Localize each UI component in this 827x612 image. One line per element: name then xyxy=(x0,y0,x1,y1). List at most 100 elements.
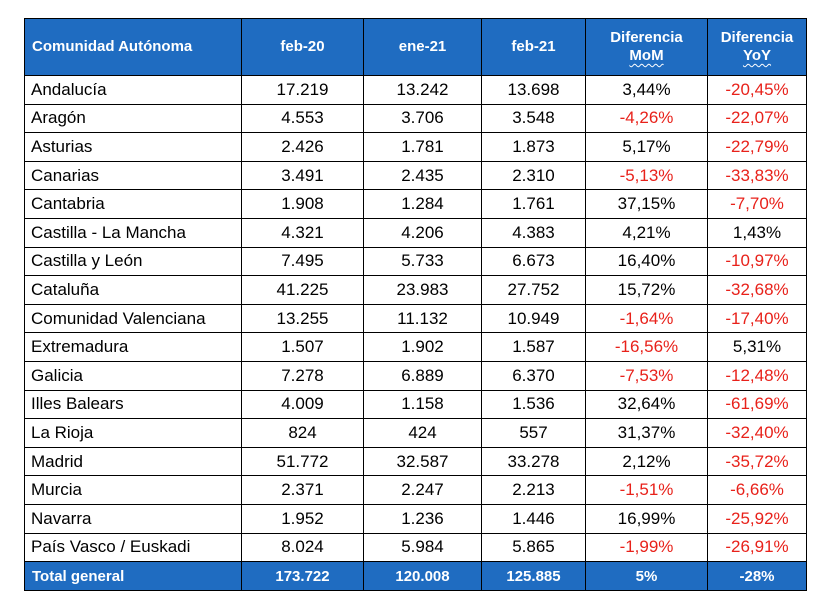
cell-feb20: 4.009 xyxy=(241,389,364,420)
cell-region: Castilla y León xyxy=(24,246,242,277)
table-row: Cataluña 41.225 23.983 27.752 15,72% -32,68% xyxy=(24,275,807,305)
cell-mom: -16,56% xyxy=(585,332,708,362)
cell-feb20: 3.491 xyxy=(241,160,364,191)
cell-feb20: 1.952 xyxy=(241,503,364,534)
cell-feb20: 7.495 xyxy=(241,246,364,277)
header-yoy-line1: Diferencia xyxy=(720,29,794,46)
cell-region: Galicia xyxy=(24,360,242,391)
table-row: Extremadura 1.507 1.902 1.587 -16,56% 5,31% xyxy=(24,332,807,362)
table-row: Castilla - La Mancha 4.321 4.206 4.383 4,21%… xyxy=(24,217,807,248)
cell-yoy: -33,83% xyxy=(707,160,807,191)
cell-region: País Vasco / Euskadi xyxy=(24,532,242,563)
header-mom-line2: MoM xyxy=(629,47,664,64)
cell-yoy: -25,92% xyxy=(707,503,807,534)
header-feb20: feb-20 xyxy=(241,18,364,76)
cell-ene21: 2.247 xyxy=(363,475,482,505)
cell-region: Madrid xyxy=(24,446,242,477)
cell-ene21: 32.587 xyxy=(363,446,482,477)
cell-feb21: 2.310 xyxy=(481,160,586,191)
cell-feb20: 41.225 xyxy=(241,275,364,305)
cell-yoy: -20,45% xyxy=(707,75,807,105)
cell-yoy: 5,31% xyxy=(707,332,807,362)
cell-mom: 15,72% xyxy=(585,275,708,305)
cell-region: Canarias xyxy=(24,160,242,191)
cell-mom: -1,99% xyxy=(585,532,708,563)
cell-ene21: 1.781 xyxy=(363,132,482,162)
cell-mom: 3,44% xyxy=(585,75,708,105)
total-yoy: -28% xyxy=(707,561,807,592)
cell-mom: -1,64% xyxy=(585,303,708,334)
cell-feb21: 1.587 xyxy=(481,332,586,362)
cell-yoy: -61,69% xyxy=(707,389,807,420)
cell-feb21: 10.949 xyxy=(481,303,586,334)
cell-mom: 32,64% xyxy=(585,389,708,420)
cell-feb21: 13.698 xyxy=(481,75,586,105)
cell-feb20: 8.024 xyxy=(241,532,364,563)
table-row: Madrid 51.772 32.587 33.278 2,12% -35,72% xyxy=(24,446,807,477)
table-row: Galicia 7.278 6.889 6.370 -7,53% -12,48% xyxy=(24,360,807,391)
cell-feb21: 6.370 xyxy=(481,360,586,391)
cell-yoy: -32,68% xyxy=(707,275,807,305)
cell-region: La Rioja xyxy=(24,418,242,448)
cell-yoy: -35,72% xyxy=(707,446,807,477)
cell-region: Navarra xyxy=(24,503,242,534)
cell-ene21: 3.706 xyxy=(363,103,482,134)
table-row: País Vasco / Euskadi 8.024 5.984 5.865 -1,99… xyxy=(24,532,807,563)
table-body: Andalucía 17.219 13.242 13.698 3,44% -20,45% A… xyxy=(24,75,807,563)
cell-region: Illes Balears xyxy=(24,389,242,420)
cell-yoy: -22,07% xyxy=(707,103,807,134)
cell-ene21: 13.242 xyxy=(363,75,482,105)
table-row: Illes Balears 4.009 1.158 1.536 32,64% -61,69… xyxy=(24,389,807,420)
cell-yoy: -17,40% xyxy=(707,303,807,334)
table-row: Andalucía 17.219 13.242 13.698 3,44% -20,45% xyxy=(24,75,807,105)
total-feb20: 173.722 xyxy=(241,561,364,592)
total-feb21: 125.885 xyxy=(481,561,586,592)
cell-mom: 16,99% xyxy=(585,503,708,534)
header-row: Comunidad Autónoma feb-20 ene-21 feb-21 … xyxy=(24,18,807,76)
cell-feb21: 2.213 xyxy=(481,475,586,505)
cell-mom: 31,37% xyxy=(585,418,708,448)
cell-region: Comunidad Valenciana xyxy=(24,303,242,334)
cell-region: Cantabria xyxy=(24,189,242,219)
cell-region: Asturias xyxy=(24,132,242,162)
header-yoy: Diferencia YoY xyxy=(707,18,807,76)
cell-feb20: 4.321 xyxy=(241,217,364,248)
header-feb21: feb-21 xyxy=(481,18,586,76)
cell-feb21: 1.536 xyxy=(481,389,586,420)
cell-feb21: 33.278 xyxy=(481,446,586,477)
cell-ene21: 424 xyxy=(363,418,482,448)
cell-ene21: 5.984 xyxy=(363,532,482,563)
cell-feb21: 27.752 xyxy=(481,275,586,305)
cell-yoy: -32,40% xyxy=(707,418,807,448)
cell-yoy: -6,66% xyxy=(707,475,807,505)
cell-ene21: 1.284 xyxy=(363,189,482,219)
cell-feb20: 13.255 xyxy=(241,303,364,334)
cell-mom: 2,12% xyxy=(585,446,708,477)
cell-region: Castilla - La Mancha xyxy=(24,217,242,248)
cell-ene21: 1.236 xyxy=(363,503,482,534)
cell-yoy: 1,43% xyxy=(707,217,807,248)
cell-mom: -4,26% xyxy=(585,103,708,134)
cell-yoy: -7,70% xyxy=(707,189,807,219)
cell-ene21: 23.983 xyxy=(363,275,482,305)
cell-yoy: -26,91% xyxy=(707,532,807,563)
cell-region: Cataluña xyxy=(24,275,242,305)
table-row: Navarra 1.952 1.236 1.446 16,99% -25,92% xyxy=(24,503,807,534)
cell-feb21: 4.383 xyxy=(481,217,586,248)
cell-feb21: 1.761 xyxy=(481,189,586,219)
cell-feb20: 51.772 xyxy=(241,446,364,477)
cell-feb21: 6.673 xyxy=(481,246,586,277)
cell-feb20: 1.908 xyxy=(241,189,364,219)
cell-feb21: 557 xyxy=(481,418,586,448)
table-row: Castilla y León 7.495 5.733 6.673 16,40% -10,… xyxy=(24,246,807,277)
cell-ene21: 4.206 xyxy=(363,217,482,248)
cell-feb20: 2.371 xyxy=(241,475,364,505)
cell-feb20: 1.507 xyxy=(241,332,364,362)
cell-feb20: 2.426 xyxy=(241,132,364,162)
table-row: Canarias 3.491 2.435 2.310 -5,13% -33,83% xyxy=(24,160,807,191)
header-yoy-line2: YoY xyxy=(742,47,772,64)
cell-feb20: 7.278 xyxy=(241,360,364,391)
header-region: Comunidad Autónoma xyxy=(24,18,242,76)
table-row: Comunidad Valenciana 13.255 11.132 10.949 -1… xyxy=(24,303,807,334)
cell-ene21: 11.132 xyxy=(363,303,482,334)
